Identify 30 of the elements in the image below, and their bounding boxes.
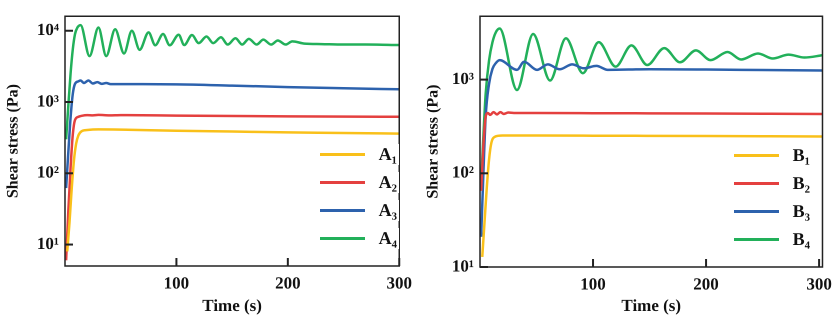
x-tick-label: 200	[693, 274, 719, 294]
legend-label: B₁	[790, 144, 812, 166]
y-tick-label: 10¹	[36, 234, 59, 253]
line-series	[65, 24, 400, 141]
line-series	[481, 134, 822, 258]
y-tick-label: 10²	[452, 162, 474, 182]
legend-label: A₂	[376, 172, 399, 192]
legend-label: A₃	[376, 200, 399, 220]
x-tick-label: 300	[386, 274, 412, 293]
x-axis-title: Time (s)	[202, 296, 262, 316]
legend-label: A₄	[376, 228, 399, 248]
y-axis-title: Shear stress (Pa)	[424, 84, 442, 199]
x-axis-title: Time (s)	[621, 296, 682, 316]
legend-label: B₃	[790, 200, 812, 222]
y-tick-label: 10³	[36, 91, 59, 110]
legend-label: B₄	[790, 228, 812, 250]
x-tick-label: 100	[164, 274, 190, 293]
y-tick-label: 10³	[452, 68, 474, 88]
y-tick-label: 10⁴	[36, 20, 59, 40]
x-tick-label: 100	[580, 274, 606, 294]
y-axis-title: Shear stress (Pa)	[4, 84, 22, 198]
line-series	[66, 128, 400, 253]
legend-label: A₁	[376, 144, 399, 164]
line-series	[65, 114, 400, 262]
x-tick-label: 300	[806, 274, 832, 294]
legend-label: B₂	[790, 172, 812, 194]
y-tick-label: 10²	[36, 162, 59, 182]
x-tick-label: 200	[275, 274, 301, 293]
y-tick-label: 10¹	[452, 256, 474, 276]
line-series	[480, 110, 822, 192]
